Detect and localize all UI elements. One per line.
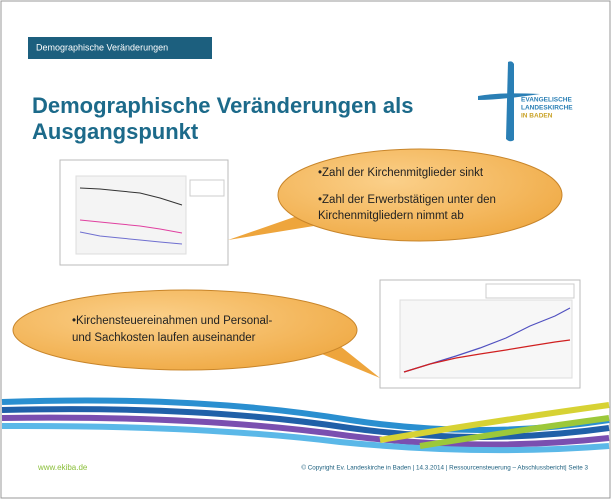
callout: [277, 148, 563, 242]
logo-cross: [478, 93, 540, 100]
footer-copyright: © Copyright Ev. Landeskirche in Baden | …: [301, 464, 588, 472]
callout-text: und Sachkosten laufen auseinander: [72, 332, 256, 344]
callout-text: Kirchenmitgliedern nimmt ab: [318, 210, 464, 222]
chart-thumbnail: [59, 159, 229, 266]
title-line: Demographische Veränderungen als: [32, 93, 413, 118]
logo-text: IN BADEN: [521, 113, 553, 120]
callout-text: •Zahl der Kirchenmitglieder sinkt: [318, 167, 484, 179]
callout-text: •Zahl der Erwerbstätigen unter den: [318, 194, 496, 206]
header-tag: Demographische Veränderungen: [36, 42, 168, 52]
title-line: Ausgangspunkt: [32, 119, 199, 144]
logo-text: LANDESKIRCHE: [521, 105, 573, 112]
logo-text: EVANGELISCHE: [521, 97, 572, 104]
logo-cross: [506, 61, 514, 142]
callout: [12, 289, 358, 371]
header-tag-box: [28, 37, 212, 59]
callout-tail: [228, 215, 320, 240]
footer-url: www.ekiba.de: [37, 463, 88, 472]
chart-thumbnail: [379, 279, 581, 389]
wave-decoration: [1, 397, 610, 454]
callout-text: •Kirchensteuereinahmen und Personal-: [72, 315, 272, 327]
